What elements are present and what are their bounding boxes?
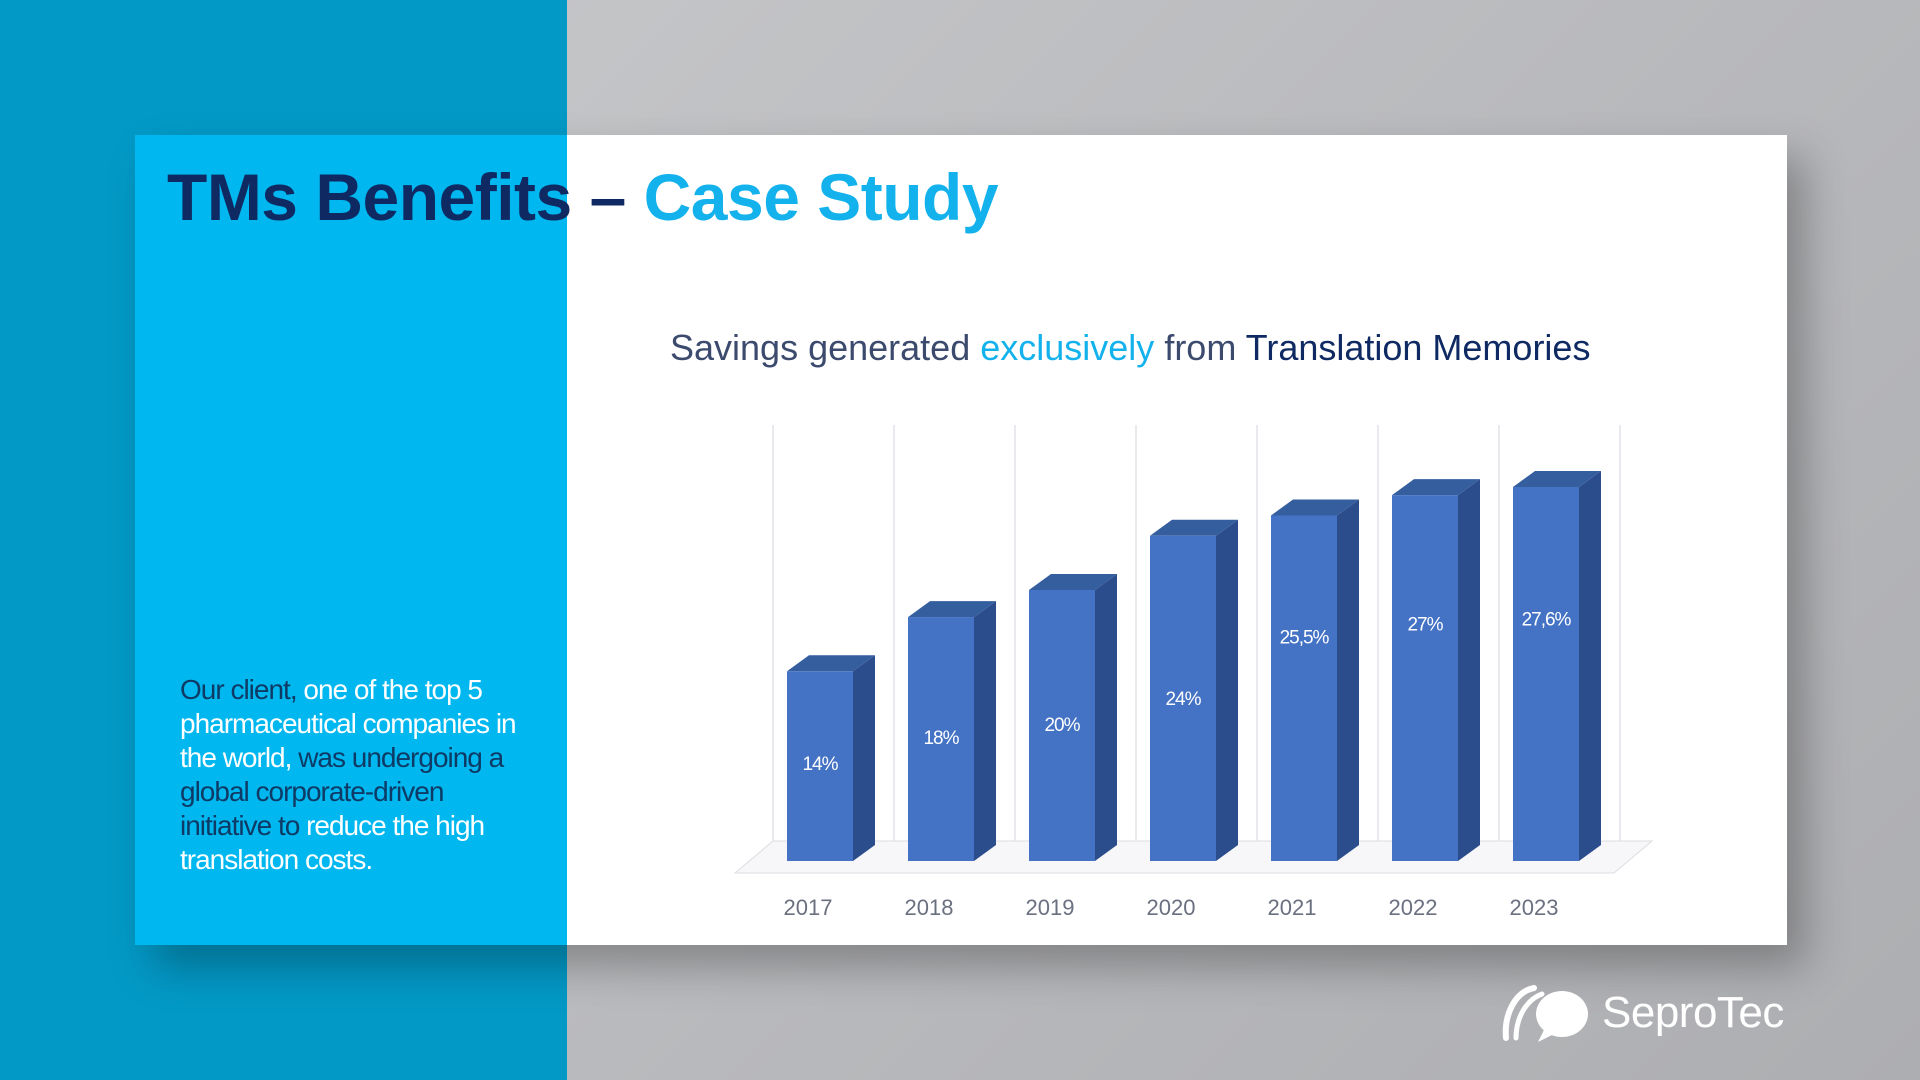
bar-side-2023 — [1579, 471, 1601, 861]
bar-2017 — [787, 671, 853, 861]
chart-title-part4: Translation Memories — [1245, 327, 1591, 368]
bar-top-2023 — [1513, 471, 1601, 487]
slide-blue-panel — [135, 135, 567, 945]
seprotec-logo-icon — [1502, 985, 1588, 1042]
bar-top-2018 — [908, 601, 996, 618]
bar-chart: 14% 2017 18% 2018 20% 2019 24% 2020 25,5% 2021 27%… — [733, 425, 1654, 920]
bar-2019 — [1029, 589, 1095, 861]
logo: SeproTec — [1500, 978, 1784, 1048]
chart-title-part1: Savings generated — [670, 327, 971, 368]
bar-value-label-2017: 14% — [802, 754, 838, 775]
intro-text-part4: reduce the high translation costs. — [180, 810, 485, 875]
bar-value-label-2022: 27% — [1407, 615, 1443, 636]
slide: TMs Benefits – Case Study Our client, on… — [135, 135, 1787, 945]
bar-value-label-2020: 24% — [1165, 689, 1201, 710]
x-tick-label-2017: 2017 — [784, 895, 833, 920]
bar-side-2019 — [1095, 573, 1117, 861]
intro-text-part2: one of the top 5 pharmaceutical companie… — [180, 674, 517, 773]
bar-side-2020 — [1216, 519, 1238, 861]
bar-value-label-2023: 27,6% — [1522, 609, 1572, 630]
chart-title-part2: exclusively — [980, 327, 1155, 368]
x-tick-label-2021: 2021 — [1268, 895, 1317, 920]
x-tick-label-2019: 2019 — [1026, 895, 1075, 920]
chart-title: Savings generated exclusively from Trans… — [670, 327, 1590, 369]
bar-2023 — [1513, 487, 1579, 861]
intro-text-part3: was undergoing a global corporate-driven… — [180, 742, 504, 841]
intro-text-part1: Our client, — [180, 674, 298, 705]
bar-2020 — [1150, 535, 1216, 861]
logo-text: SeproTec — [1602, 988, 1784, 1037]
slide-title: TMs Benefits – Case Study — [167, 159, 999, 235]
chart-title-part3: from — [1164, 327, 1237, 368]
x-tick-label-2018: 2018 — [905, 895, 954, 920]
bar-top-2022 — [1392, 479, 1480, 496]
bar-top-2019 — [1029, 573, 1117, 590]
bar-top-2020 — [1150, 519, 1238, 536]
slide-title-accent: Case Study — [643, 160, 999, 234]
bar-2018 — [908, 617, 974, 861]
bar-side-2018 — [974, 601, 996, 861]
x-tick-label-2022: 2022 — [1389, 895, 1438, 920]
bar-side-2022 — [1458, 479, 1480, 861]
bar-top-2021 — [1271, 499, 1359, 516]
slide-title-main: TMs Benefits – — [167, 160, 626, 234]
bar-value-label-2019: 20% — [1044, 715, 1080, 736]
bar-value-label-2021: 25,5% — [1280, 627, 1330, 648]
bar-side-2021 — [1337, 499, 1359, 861]
bar-side-2017 — [853, 655, 875, 861]
x-tick-label-2020: 2020 — [1147, 895, 1196, 920]
bar-value-label-2018: 18% — [923, 728, 959, 749]
bar-2021 — [1271, 515, 1337, 861]
intro-text: Our client, one of the top 5 pharmaceuti… — [180, 673, 530, 877]
x-tick-label-2023: 2023 — [1510, 895, 1559, 920]
bar-2022 — [1392, 495, 1458, 861]
bar-top-2017 — [787, 655, 875, 672]
